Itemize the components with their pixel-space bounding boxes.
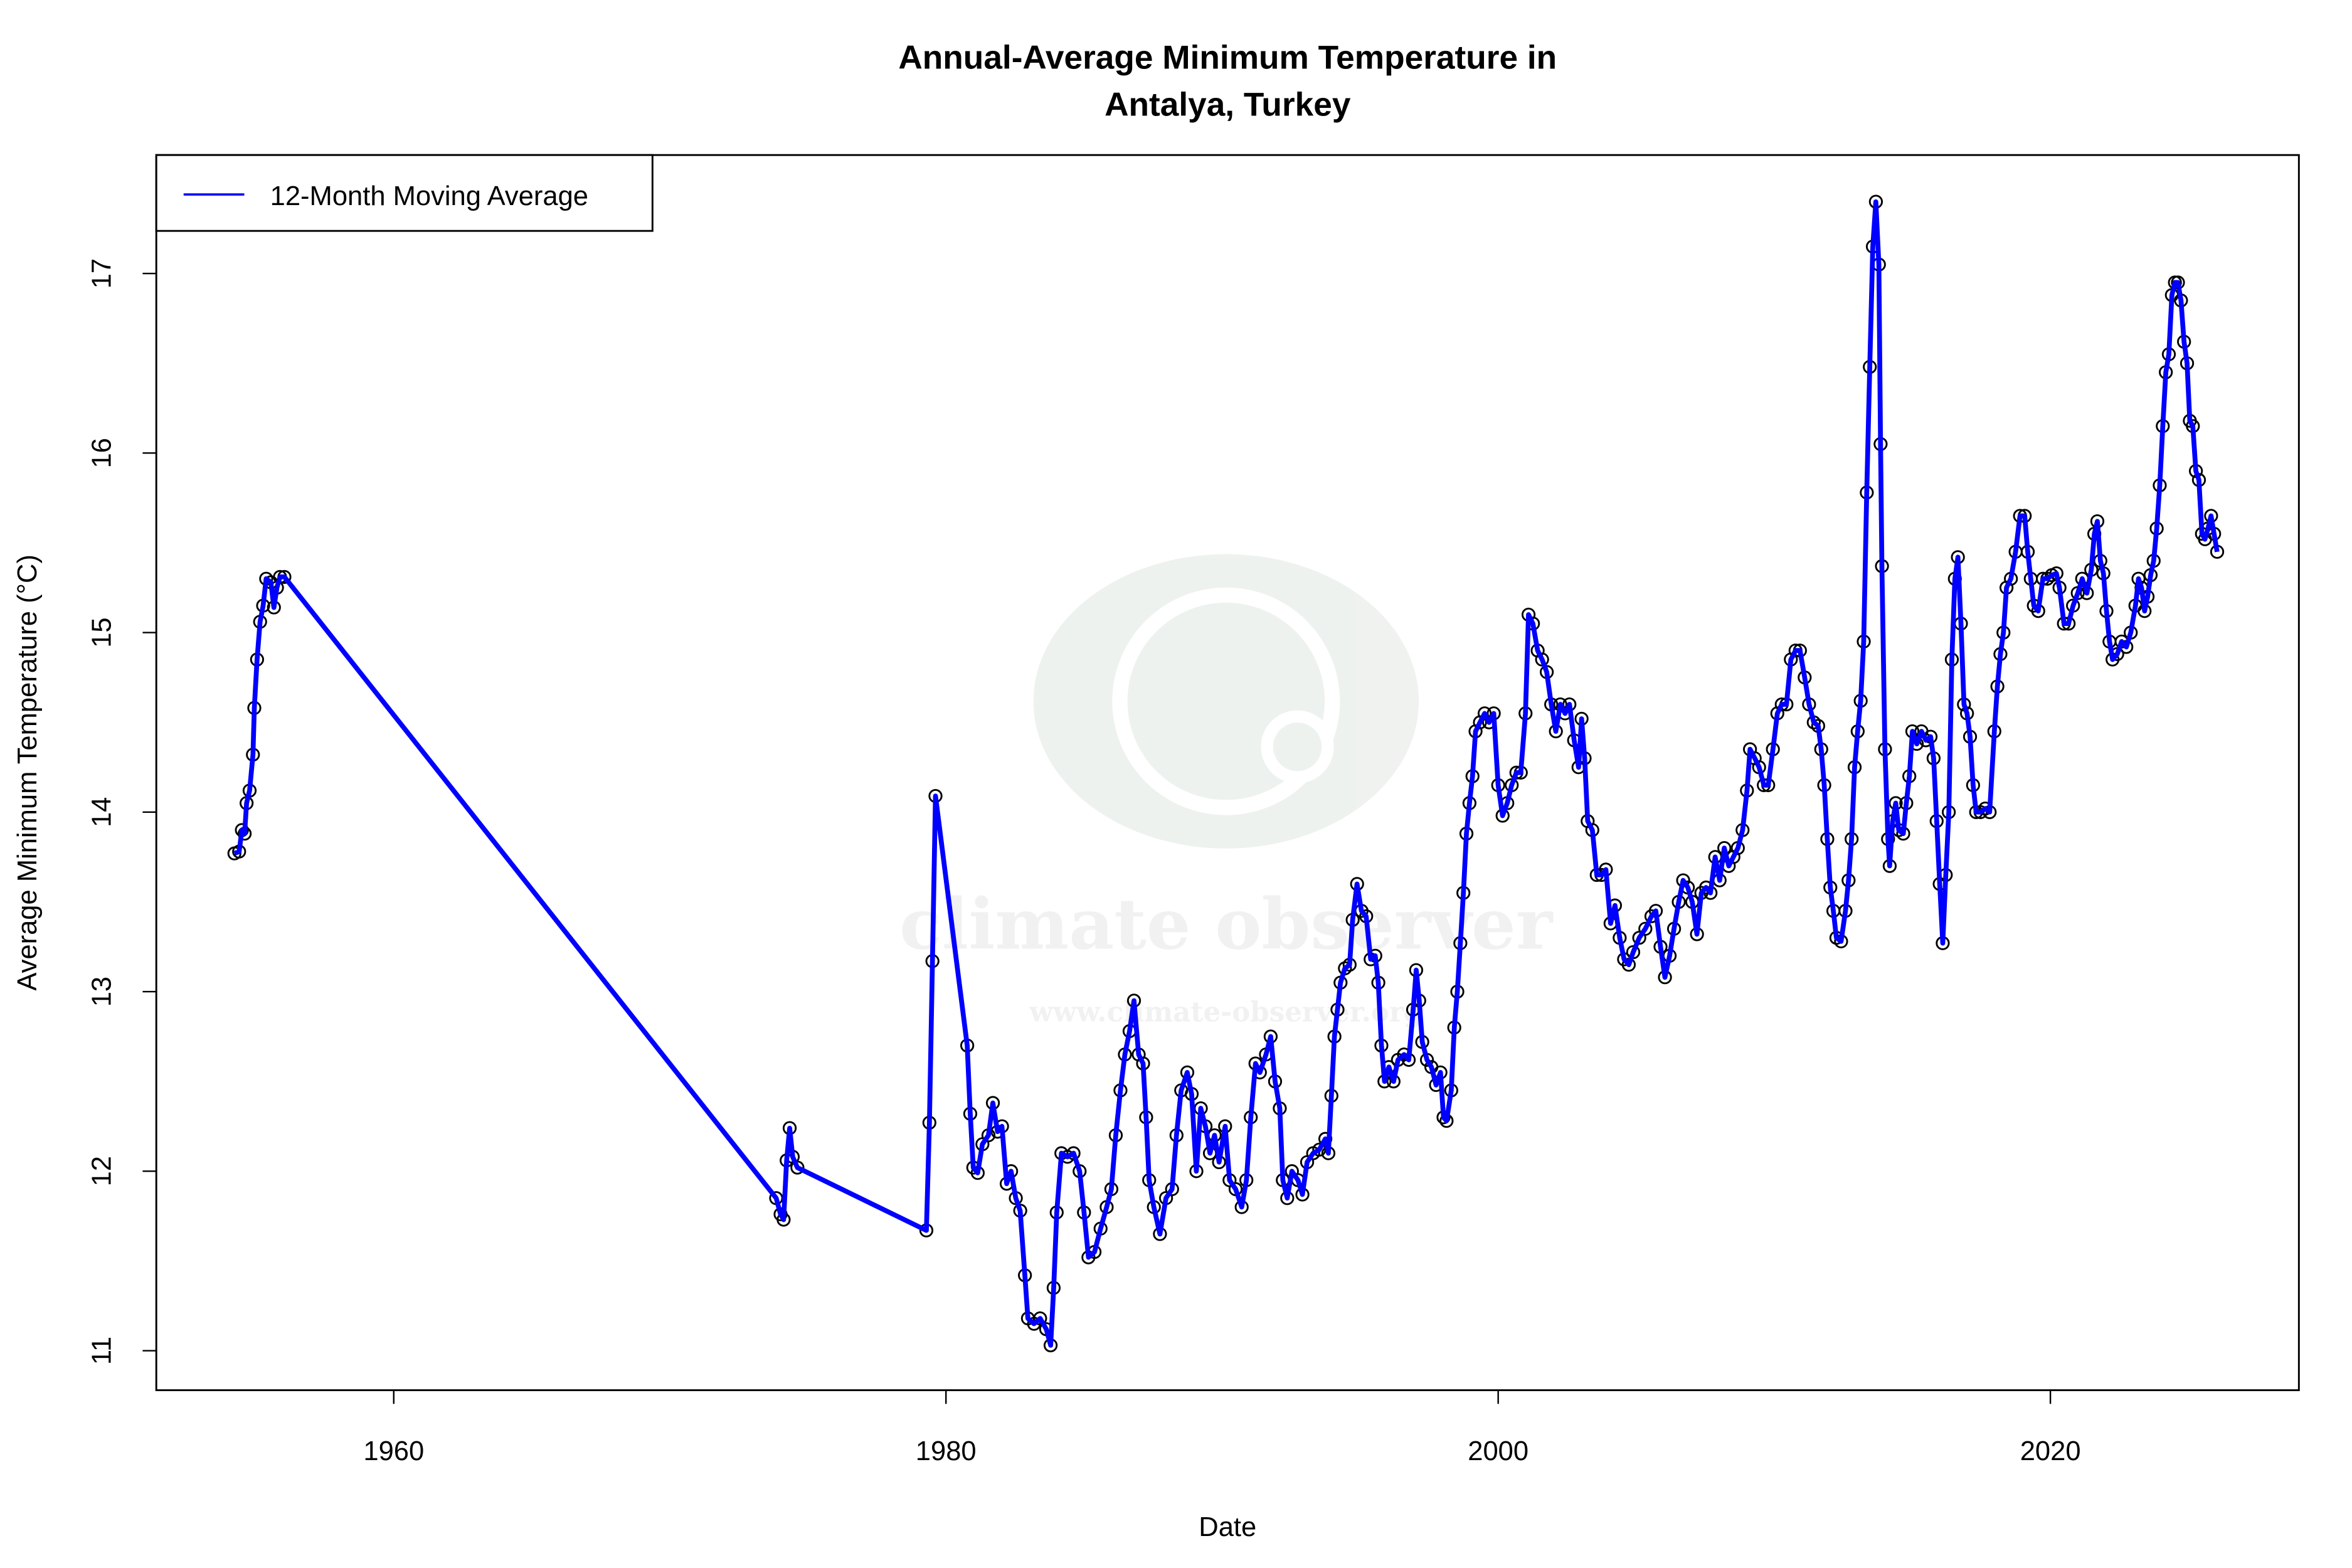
y-tick-label: 14 [87, 797, 117, 827]
legend-entry: 12-Month Moving Average [270, 181, 588, 211]
chart-subtitle: Antalya, Turkey [1104, 86, 1351, 123]
y-tick-label: 12 [87, 1156, 117, 1186]
watermark-url: www.climate-observer.org [1029, 997, 1422, 1029]
watermark-text: climate observer [899, 884, 1554, 966]
watermark-globe-icon [1033, 554, 1419, 849]
y-tick-label: 15 [87, 617, 117, 647]
x-axis-label: Date [1199, 1512, 1256, 1542]
legend: 12-Month Moving Average [155, 154, 654, 232]
y-tick-label: 17 [87, 258, 117, 289]
data-point [1033, 1311, 1047, 1326]
plot-area [227, 194, 2225, 1353]
x-axis: 1960 1980 2000 2020 [363, 1390, 2081, 1466]
y-tick-label: 11 [87, 1337, 117, 1365]
legend-box [155, 154, 654, 232]
x-tick-label: 2000 [1468, 1436, 1528, 1466]
watermark: climate observer www.climate-observer.or… [899, 554, 1554, 1029]
data-point [790, 1160, 805, 1175]
chart-title: Annual-Average Minimum Temperature in [898, 39, 1557, 76]
series-line [233, 199, 2220, 1348]
x-tick-label: 1980 [916, 1436, 977, 1466]
x-tick-label: 1960 [363, 1436, 424, 1466]
y-axis-label: Average Minimum Temperature (°C) [13, 554, 43, 991]
y-axis: 11 12 13 14 15 16 17 [87, 258, 157, 1365]
y-tick-label: 16 [87, 438, 117, 468]
plot-frame [155, 154, 2300, 1391]
y-tick-label: 13 [87, 977, 117, 1007]
data-point [1638, 921, 1653, 936]
x-tick-label: 2020 [2020, 1436, 2081, 1466]
